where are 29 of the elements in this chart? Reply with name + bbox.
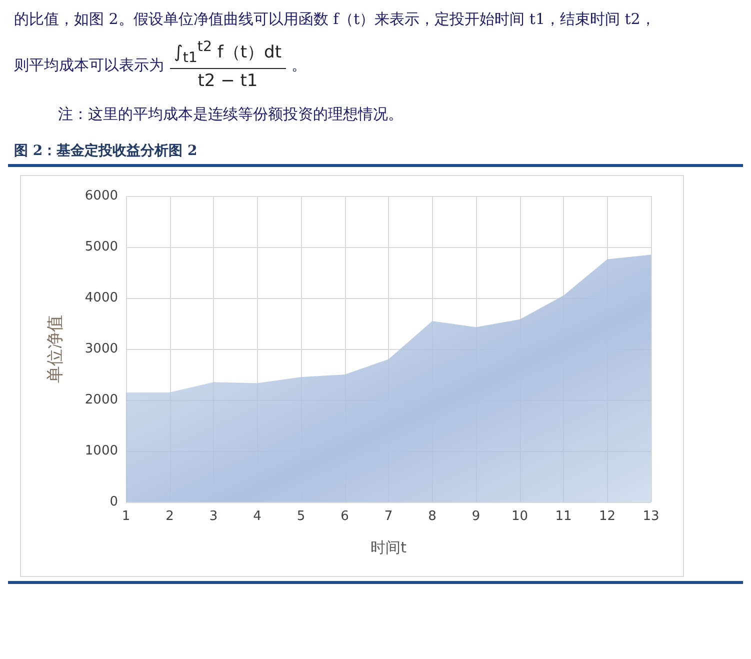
text: 注：这里的平均成本是连续等份额投资的理想情况。: [58, 105, 404, 124]
x-tick-label: 6: [340, 509, 349, 524]
y-tick-label: 5000: [84, 240, 118, 255]
text: 则平均成本可以表示为: [14, 56, 164, 75]
x-tick-label: 8: [428, 509, 436, 524]
x-tick-label: 12: [598, 509, 616, 524]
text: ∫$_{t1}$$^{t2}$ f（t）dt: [170, 39, 286, 70]
x-tick-label: 3: [209, 509, 218, 524]
x-tick-label: 9: [472, 509, 480, 524]
y-tick-label: 3000: [84, 342, 118, 357]
y-tick-label: 2000: [84, 392, 118, 408]
x-tick-label: 11: [555, 509, 572, 524]
x-tick-label: 2: [166, 509, 174, 524]
x-tick-label: 5: [296, 509, 306, 524]
x-tick-label: 1: [122, 509, 130, 524]
x-axis-title: 时间t: [370, 538, 407, 557]
text: 的比值，如图 2。假设单位净值曲线可以用函数 f（t）来表示，定投开始时间 t1，结束时间 t2，: [14, 10, 656, 29]
text: t2 − t1: [198, 70, 258, 92]
y-tick-label: 1000: [84, 444, 118, 459]
x-tick-label: 13: [642, 509, 660, 524]
y-tick-label: 6000: [84, 188, 118, 204]
x-tick-label: 4: [253, 509, 262, 524]
chart-title: 图 2：基金定投收益分析图 2: [14, 142, 198, 160]
text: 。: [292, 56, 306, 75]
y-axis-title: 单位净值: [46, 315, 66, 384]
x-tick-label: 7: [384, 509, 393, 524]
y-tick-label: 4000: [84, 290, 118, 306]
y-tick-label: 0: [110, 494, 118, 510]
x-tick-label: 10: [511, 509, 528, 524]
